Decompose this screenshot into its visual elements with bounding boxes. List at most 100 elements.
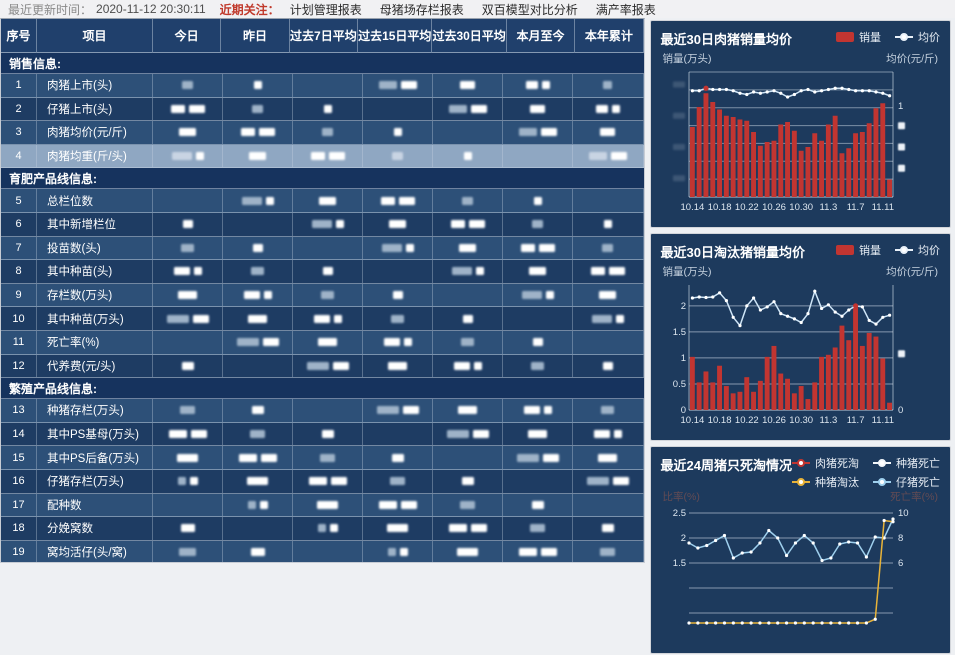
redacted-value-blob bbox=[321, 430, 334, 439]
data-cell-redacted bbox=[223, 121, 294, 144]
data-cell-redacted bbox=[223, 307, 294, 330]
redacted-value-blob bbox=[520, 243, 535, 252]
redacted-value-blob bbox=[259, 500, 268, 509]
legend-item-bar[interactable]: 销量 bbox=[836, 29, 881, 45]
legend-item-1[interactable]: 肉猪死淘 bbox=[792, 455, 859, 471]
legend-item-2[interactable]: 种猪死亡 bbox=[873, 455, 940, 471]
data-cell-redacted bbox=[223, 236, 294, 260]
data-cell-redacted bbox=[153, 283, 224, 307]
recent-focus-label: 近期关注： bbox=[219, 2, 280, 17]
topbar-link-1[interactable]: 计划管理报表 bbox=[289, 2, 362, 17]
row-number: 16 bbox=[1, 469, 37, 493]
legend-line-swatch bbox=[873, 477, 891, 487]
redacted-value-blob bbox=[308, 477, 327, 486]
redacted-value-blob bbox=[252, 243, 263, 252]
redacted-value-blob bbox=[613, 430, 622, 439]
topbar-link-3[interactable]: 双百模型对比分析 bbox=[481, 2, 578, 17]
redacted-value-blob bbox=[310, 152, 325, 161]
data-cell-redacted bbox=[293, 189, 364, 212]
data-cell-redacted bbox=[573, 97, 644, 121]
redacted-value-blob bbox=[320, 453, 336, 462]
data-cell-redacted bbox=[293, 330, 364, 354]
row-label: 存栏数(万头) bbox=[37, 283, 153, 307]
redacted-value-blob bbox=[448, 524, 467, 533]
legend-item-4[interactable]: 仔猪死亡 bbox=[873, 474, 940, 490]
redacted-value-blob bbox=[321, 291, 335, 300]
table-row-8[interactable]: 8 其中种苗(头) bbox=[1, 260, 644, 284]
table-row-18[interactable]: 18 分娩窝数 bbox=[1, 517, 644, 541]
topbar-link-2[interactable]: 母猪场存栏报表 bbox=[379, 2, 464, 17]
redacted-value-blob bbox=[398, 196, 415, 205]
data-cell-redacted bbox=[363, 189, 434, 212]
data-cell-redacted bbox=[223, 330, 294, 354]
table-row-2[interactable]: 2 仔猪上市(头) bbox=[1, 97, 644, 122]
legend-item-bar[interactable]: 销量 bbox=[836, 242, 881, 258]
table-row-6[interactable]: 6 其中新增栏位 bbox=[1, 212, 644, 237]
table-header-cell-6: 过去15日平均 bbox=[358, 19, 433, 53]
row-label: 种猪存栏(万头) bbox=[37, 399, 153, 422]
svg-text:2: 2 bbox=[680, 533, 685, 544]
redacted-value-blob bbox=[258, 128, 275, 137]
redacted-value-blob bbox=[470, 104, 487, 113]
row-number: 11 bbox=[1, 330, 37, 354]
table-row-17[interactable]: 17 配种数 bbox=[1, 493, 644, 518]
redacted-value-blob bbox=[538, 243, 555, 252]
data-cell-redacted bbox=[153, 517, 224, 540]
redacted-value-blob bbox=[262, 338, 279, 347]
svg-text:10.30: 10.30 bbox=[789, 415, 813, 426]
table-row-11[interactable]: 11 死亡率(%) bbox=[1, 330, 644, 355]
redacted-value-blob bbox=[518, 128, 537, 137]
data-cell-redacted bbox=[503, 144, 574, 168]
redacted-value-blob bbox=[171, 152, 192, 161]
data-cell-redacted bbox=[293, 469, 364, 493]
table-row-9[interactable]: 9 存栏数(万头) bbox=[1, 283, 644, 308]
table-row-14[interactable]: 14 其中PS基母(万头) bbox=[1, 422, 644, 447]
table-section-header-1: 销售信息: bbox=[1, 53, 644, 74]
table-row-4[interactable]: 4 肉猪均重(斤/头) bbox=[1, 144, 644, 169]
topbar-link-4[interactable]: 满产率报表 bbox=[595, 2, 656, 17]
table-row-1[interactable]: 1 肉猪上市(头) bbox=[1, 74, 644, 98]
redacted-value-blob bbox=[250, 547, 265, 556]
data-cell-redacted bbox=[293, 283, 364, 307]
row-label: 其中种苗(头) bbox=[37, 260, 153, 283]
row-label: 其中种苗(万头) bbox=[37, 307, 153, 330]
data-cell-redacted bbox=[433, 517, 504, 540]
table-row-5[interactable]: 5 总栏位数 bbox=[1, 189, 644, 213]
data-cell-redacted bbox=[503, 330, 574, 354]
redacted-value-blob bbox=[253, 81, 262, 90]
legend-item-line[interactable]: 均价 bbox=[895, 242, 940, 258]
redacted-value-blob bbox=[533, 196, 542, 205]
redacted-value-blob bbox=[540, 128, 557, 137]
legend-item-line[interactable]: 均价 bbox=[895, 29, 940, 45]
redacted-value-blob bbox=[391, 453, 404, 462]
data-cell-redacted bbox=[223, 74, 294, 97]
table-header-row: 序号 项目 今日 昨日 过去7日平均 过去15日平均 过去30日平均 本月至今 本年累计 bbox=[1, 19, 644, 53]
data-cell-redacted bbox=[503, 517, 574, 540]
table-section-header-3: 繁殖产品线信息: bbox=[1, 378, 644, 400]
data-cell-redacted bbox=[363, 212, 434, 236]
data-cell-redacted bbox=[293, 260, 364, 283]
chart-card-cull-sales: 最近30日淘汰猪销量均价 销量 均价 销量(万头) 均价(元/斤) 10.14 10… bbox=[649, 233, 951, 441]
table-row-12[interactable]: 12 代养费(元/头) bbox=[1, 354, 644, 379]
redacted-value-blob bbox=[250, 430, 266, 439]
chart1-left-axis-label: 销量(万头) bbox=[662, 53, 712, 65]
legend-item-3[interactable]: 种猪淘汰 bbox=[792, 474, 859, 490]
table-header-cell-5: 过去7日平均 bbox=[289, 19, 359, 53]
table-row-13[interactable]: 13 种猪存栏(万头) bbox=[1, 399, 644, 423]
table-row-3[interactable]: 3 肉猪均价(元/斤) bbox=[1, 121, 644, 145]
data-cell-redacted bbox=[293, 399, 364, 422]
legend-item-label: 销量 bbox=[859, 245, 881, 257]
svg-text:1: 1 bbox=[898, 101, 903, 112]
table-row-7[interactable]: 7 投苗数(头) bbox=[1, 236, 644, 261]
redacted-value-blob bbox=[177, 477, 186, 486]
table-row-16[interactable]: 16 仔猪存栏(万头) bbox=[1, 469, 644, 494]
table-row-15[interactable]: 15 其中PS后备(万头) bbox=[1, 446, 644, 470]
redacted-value-blob bbox=[387, 547, 396, 556]
data-cell-redacted bbox=[503, 121, 574, 144]
data-cell-redacted bbox=[503, 189, 574, 212]
data-cell-redacted bbox=[573, 517, 644, 540]
data-cell-redacted bbox=[573, 422, 644, 446]
redacted-value-blob bbox=[475, 267, 484, 276]
table-row-19[interactable]: 19 窝均活仔(头/窝) bbox=[1, 540, 644, 562]
table-row-10[interactable]: 10 其中种苗(万头) bbox=[1, 307, 644, 331]
